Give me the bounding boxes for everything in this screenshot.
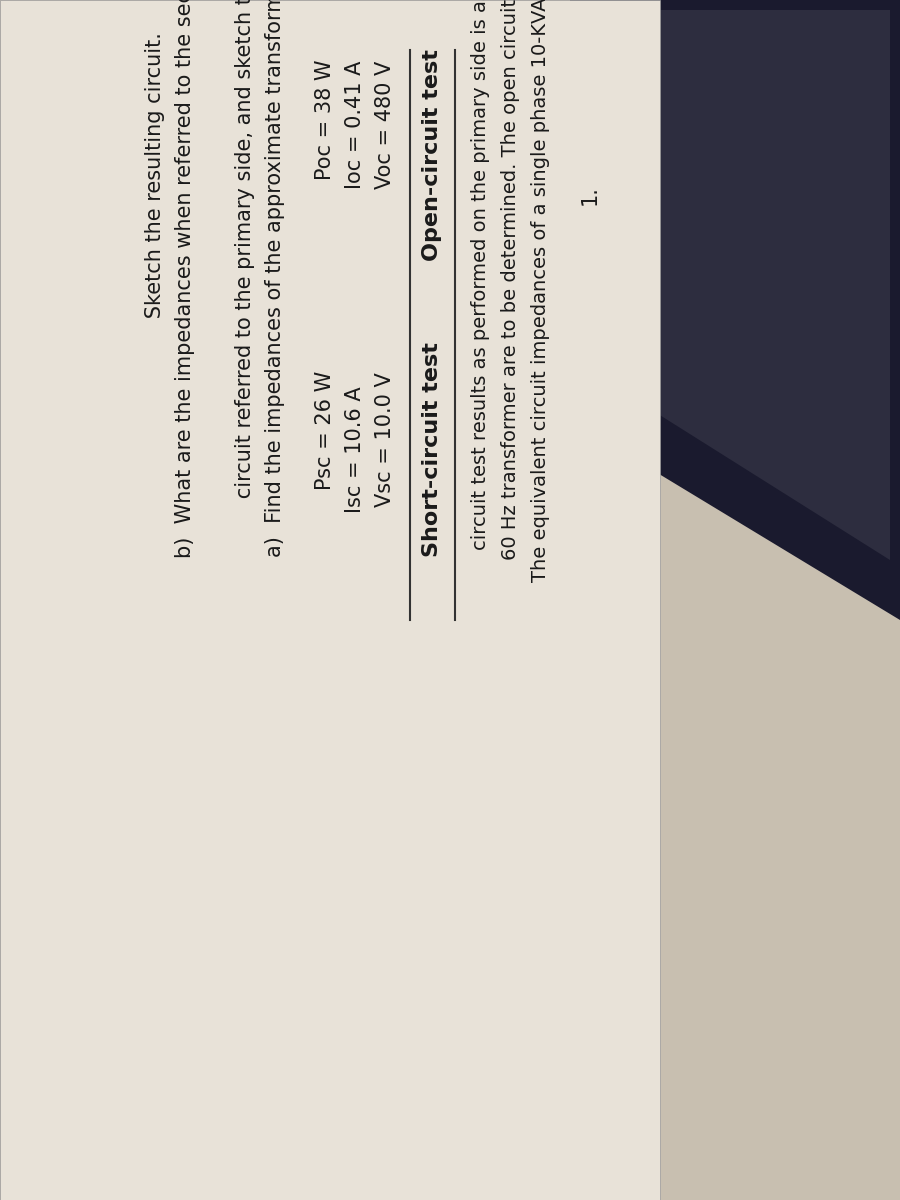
Text: Open-circuit test: Open-circuit test <box>422 49 442 260</box>
Text: Vsc = 10.0 V: Vsc = 10.0 V <box>375 373 395 508</box>
Polygon shape <box>0 0 660 1200</box>
Text: b)  What are the impedances when referred to the secondary side.: b) What are the impedances when referred… <box>175 0 195 558</box>
Text: Sketch the resulting circuit.: Sketch the resulting circuit. <box>145 32 165 358</box>
Text: a)  Find the impedances of the approximate transformer equivalent: a) Find the impedances of the approximat… <box>265 0 285 557</box>
Text: The equivalent circuit impedances of a single phase 10-KVA, 480/120 V,: The equivalent circuit impedances of a s… <box>530 0 550 582</box>
Text: Isc = 10.6 A: Isc = 10.6 A <box>345 386 365 514</box>
Text: 1.: 1. <box>580 185 600 205</box>
Text: Psc = 26 W: Psc = 26 W <box>315 371 335 490</box>
Polygon shape <box>570 0 900 620</box>
Text: Short-circuit test: Short-circuit test <box>422 342 442 558</box>
Text: circuit test results as performed on the primary side is as follows.: circuit test results as performed on the… <box>471 0 490 551</box>
Polygon shape <box>620 10 890 560</box>
Text: Poc = 38 W: Poc = 38 W <box>315 60 335 180</box>
Text: 60 Hz transformer are to be determined. The open circuit and short: 60 Hz transformer are to be determined. … <box>500 0 519 560</box>
Text: Voc = 480 V: Voc = 480 V <box>375 61 395 190</box>
Text: Ioc = 0.41 A: Ioc = 0.41 A <box>345 61 365 190</box>
Text: circuit referred to the primary side, and sketch the circuit.: circuit referred to the primary side, an… <box>235 0 255 538</box>
